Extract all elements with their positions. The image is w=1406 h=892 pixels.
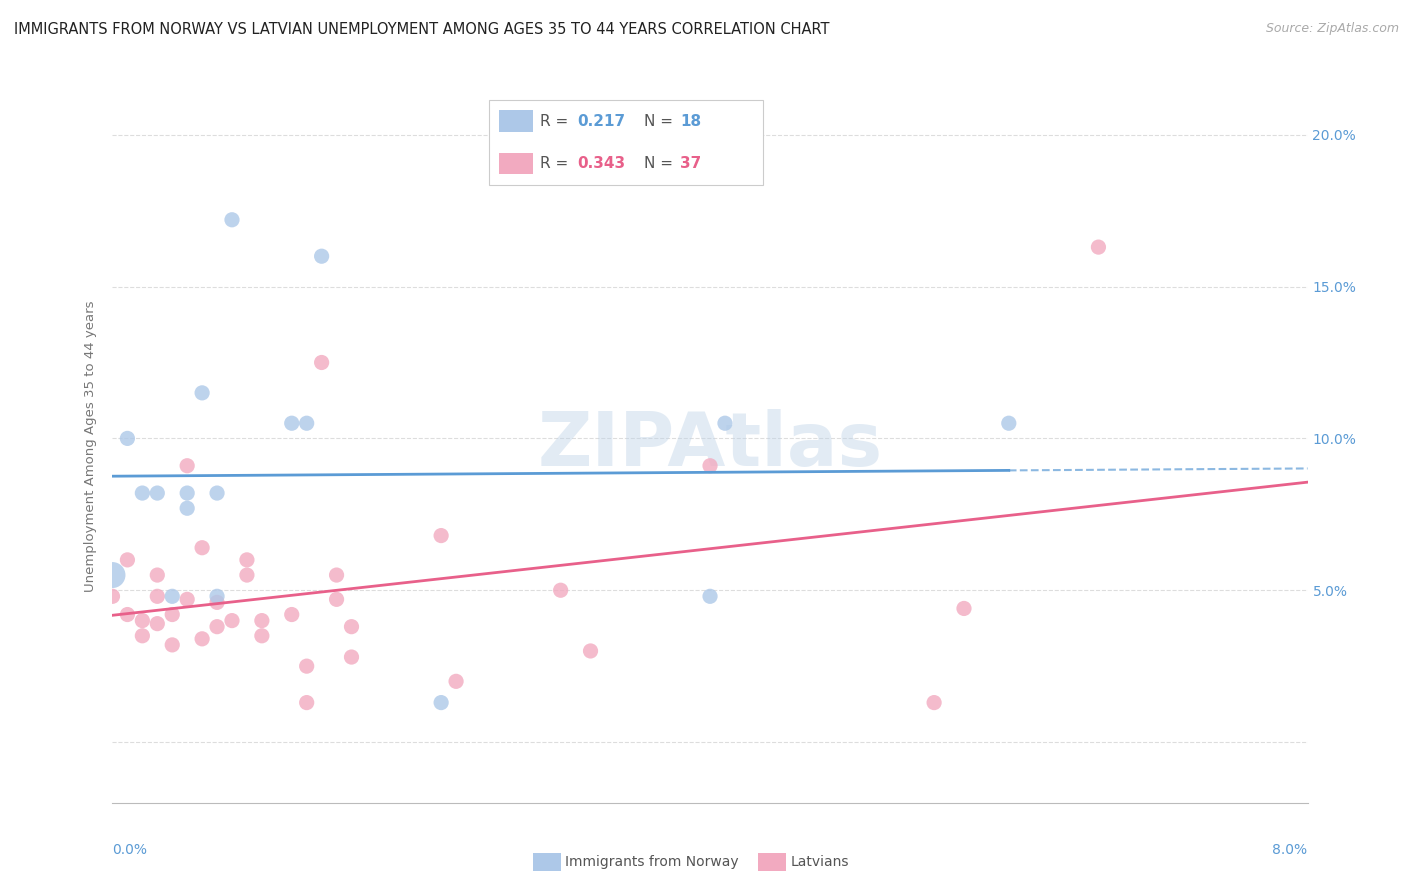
Point [117, 431, 139, 445]
Point [250, 614, 273, 628]
Point [205, 590, 228, 604]
Point [131, 486, 153, 500]
Text: 0.0%: 0.0% [112, 843, 148, 857]
Text: N =: N = [644, 156, 678, 171]
Point [205, 620, 228, 634]
Point [101, 590, 124, 604]
Point [146, 486, 169, 500]
Text: Latvians: Latvians [790, 855, 849, 869]
Point [340, 620, 363, 634]
Point [295, 659, 318, 673]
Point [714, 416, 737, 430]
Point [325, 592, 347, 607]
Point [311, 249, 333, 263]
Point [117, 553, 139, 567]
Point [205, 486, 228, 500]
Point [1087, 240, 1109, 254]
Point [699, 590, 721, 604]
Text: 37: 37 [681, 156, 702, 171]
Point [176, 592, 198, 607]
Point [295, 696, 318, 710]
Point [325, 568, 347, 582]
Point [191, 541, 214, 555]
Point [131, 614, 153, 628]
Point [176, 458, 198, 473]
Text: R =: R = [540, 156, 572, 171]
Text: N =: N = [644, 113, 678, 128]
Point [250, 629, 273, 643]
Point [444, 674, 467, 689]
Text: ZIPAtlas: ZIPAtlas [537, 409, 883, 483]
Point [117, 607, 139, 622]
Text: 0.343: 0.343 [578, 156, 626, 171]
Text: R =: R = [540, 113, 572, 128]
Point [221, 212, 243, 227]
Point [430, 528, 453, 542]
Point [176, 501, 198, 516]
Text: Immigrants from Norway: Immigrants from Norway [565, 855, 738, 869]
Point [146, 590, 169, 604]
Text: 8.0%: 8.0% [1272, 843, 1308, 857]
Point [311, 355, 333, 369]
Point [281, 416, 304, 430]
Point [162, 590, 183, 604]
Point [146, 616, 169, 631]
Point [922, 696, 945, 710]
Point [205, 595, 228, 609]
Point [281, 607, 304, 622]
Text: IMMIGRANTS FROM NORWAY VS LATVIAN UNEMPLOYMENT AMONG AGES 35 TO 44 YEARS CORRELA: IMMIGRANTS FROM NORWAY VS LATVIAN UNEMPL… [14, 22, 830, 37]
Point [162, 607, 183, 622]
Y-axis label: Unemployment Among Ages 35 to 44 years: Unemployment Among Ages 35 to 44 years [83, 301, 97, 591]
Point [146, 568, 169, 582]
Point [221, 614, 243, 628]
Point [191, 385, 214, 400]
Point [430, 696, 453, 710]
Point [101, 568, 124, 582]
Point [236, 568, 259, 582]
Point [236, 553, 259, 567]
Point [191, 632, 214, 646]
Text: 0.217: 0.217 [578, 113, 626, 128]
Point [550, 583, 572, 598]
Point [295, 416, 318, 430]
Point [340, 650, 363, 665]
Point [953, 601, 976, 615]
Text: Source: ZipAtlas.com: Source: ZipAtlas.com [1265, 22, 1399, 36]
Point [579, 644, 602, 658]
Point [998, 416, 1021, 430]
Point [131, 629, 153, 643]
Text: 18: 18 [681, 113, 702, 128]
Point [162, 638, 183, 652]
Point [699, 458, 721, 473]
Point [176, 486, 198, 500]
